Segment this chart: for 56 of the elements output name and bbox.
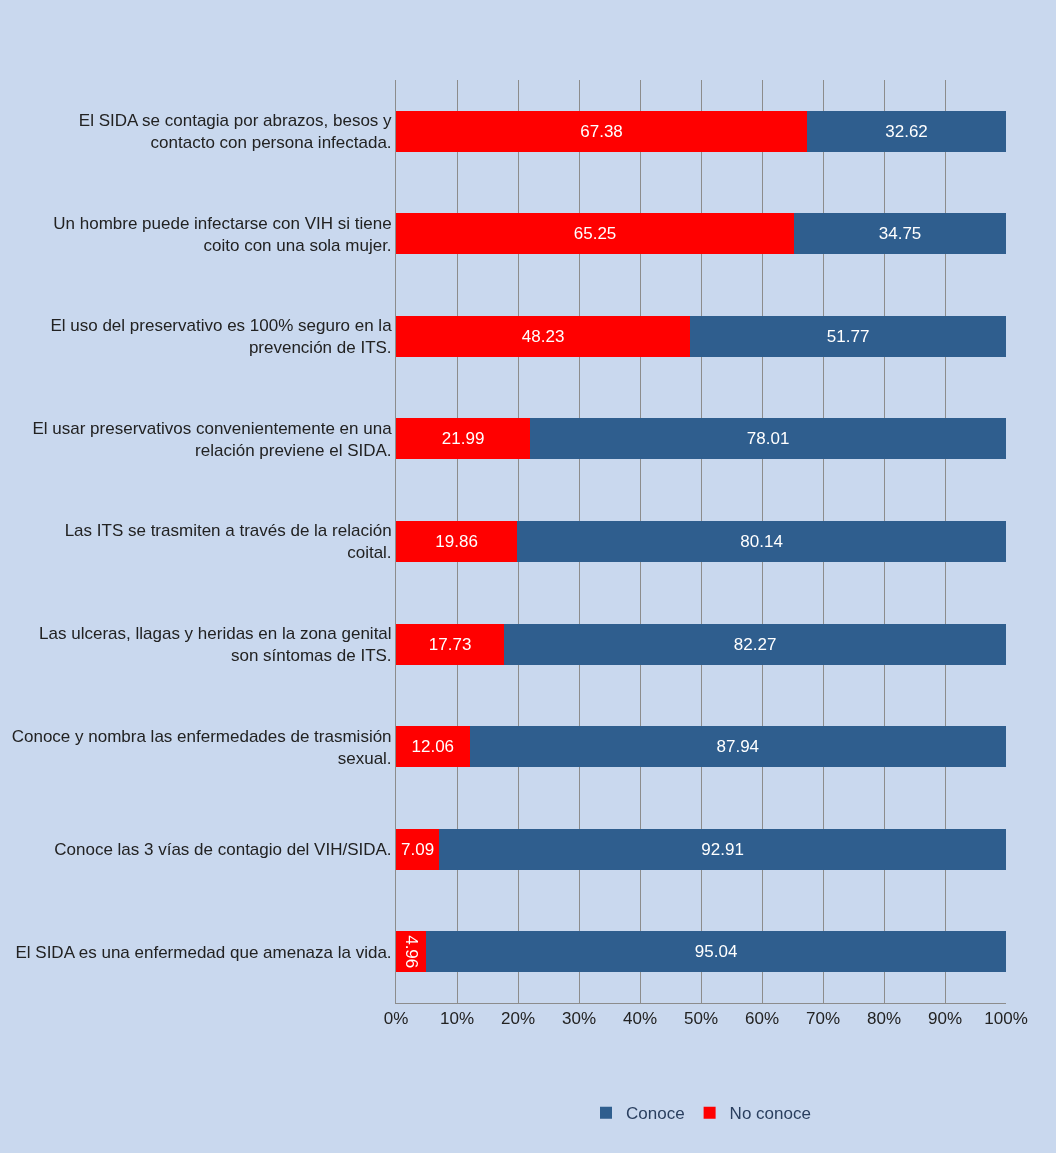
- data-label: 7.09: [401, 839, 435, 859]
- bar: [396, 623, 505, 665]
- data-label: 32.62: [885, 121, 928, 141]
- data-label: 82.27: [733, 634, 777, 654]
- data-label: 67.38: [580, 121, 623, 141]
- data-label: 78.01: [746, 429, 790, 449]
- x-tick-label: 100%: [984, 1009, 1028, 1029]
- bar: [794, 213, 1006, 255]
- y-tick-label: Las ulceras, llagas y heridas en la zona genital son síntomas de ITS.: [39, 623, 392, 666]
- data-label: 80.14: [740, 532, 783, 551]
- data-label: 95.04: [694, 942, 738, 962]
- bar: [396, 110, 808, 152]
- data-label: 34.75: [878, 224, 922, 244]
- data-label: 87.94: [716, 737, 760, 757]
- data-label: 21.99: [441, 429, 485, 449]
- bar: [396, 520, 518, 563]
- bar: [396, 213, 795, 255]
- y-tick-label: El uso del preservativo es 100% seguro en la prevención de ITS.: [50, 316, 393, 358]
- x-tick-label: 10%: [439, 1009, 475, 1029]
- y-tick-label: Las ITS se trasmiten a través de la relación coital.: [64, 521, 392, 563]
- data-label: 19.86: [435, 532, 478, 551]
- data-label: 51.77: [826, 326, 870, 346]
- x-tick-label: 0%: [383, 1009, 409, 1029]
- y-tick-label: Conoce las 3 vías de contagio del VIH/SIDA.: [54, 840, 392, 860]
- bar: [517, 520, 1006, 563]
- y-tick-label: El usar preservativos convenientemente en una relación previene el SIDA.: [32, 418, 393, 460]
- bar: [469, 726, 1006, 768]
- legend-label: No conoce: [729, 1104, 811, 1124]
- x-tick-label: 70%: [805, 1009, 841, 1029]
- bar: [690, 315, 1006, 357]
- legend-label: Conoce: [626, 1104, 685, 1124]
- data-label: 92.91: [701, 839, 744, 859]
- y-tick-label: Un hombre puede infectarse con VIH si tiene coito con una sola mujer.: [53, 213, 392, 255]
- data-label: 17.73: [428, 634, 472, 654]
- x-tick-label: 80%: [866, 1009, 902, 1029]
- data-label: 48.23: [521, 326, 565, 346]
- y-tick-label: El SIDA es una enfermedad que amenaza la vida.: [15, 942, 392, 962]
- x-tick-label: 30%: [561, 1009, 597, 1029]
- x-tick-label: 60%: [744, 1009, 780, 1029]
- bar: [426, 931, 1006, 973]
- y-tick-label: El SIDA se contagia por abrazos, besos y contacto con persona infectada.: [78, 111, 393, 153]
- bar: [530, 418, 1006, 460]
- bar: [504, 623, 1006, 665]
- x-tick-label: 40%: [622, 1009, 658, 1029]
- y-tick-label: Conoce y nombra las enfermedades de trasmisión sexual.: [11, 726, 392, 768]
- bar: [396, 418, 531, 460]
- data-label: 65.25: [573, 224, 617, 244]
- bar: [439, 828, 1006, 870]
- x-tick-label: 20%: [500, 1009, 536, 1029]
- bar: [396, 315, 691, 357]
- bar: [807, 110, 1006, 152]
- data-label: 12.06: [411, 737, 455, 757]
- data-label: 4.96: [401, 935, 421, 969]
- x-tick-label: 50%: [683, 1009, 719, 1029]
- bar: [396, 726, 470, 768]
- x-tick-label: 90%: [927, 1009, 963, 1029]
